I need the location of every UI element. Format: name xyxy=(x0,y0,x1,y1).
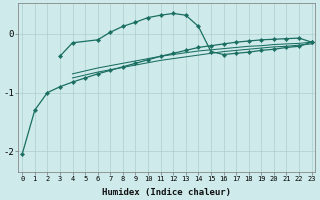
X-axis label: Humidex (Indice chaleur): Humidex (Indice chaleur) xyxy=(102,188,231,197)
